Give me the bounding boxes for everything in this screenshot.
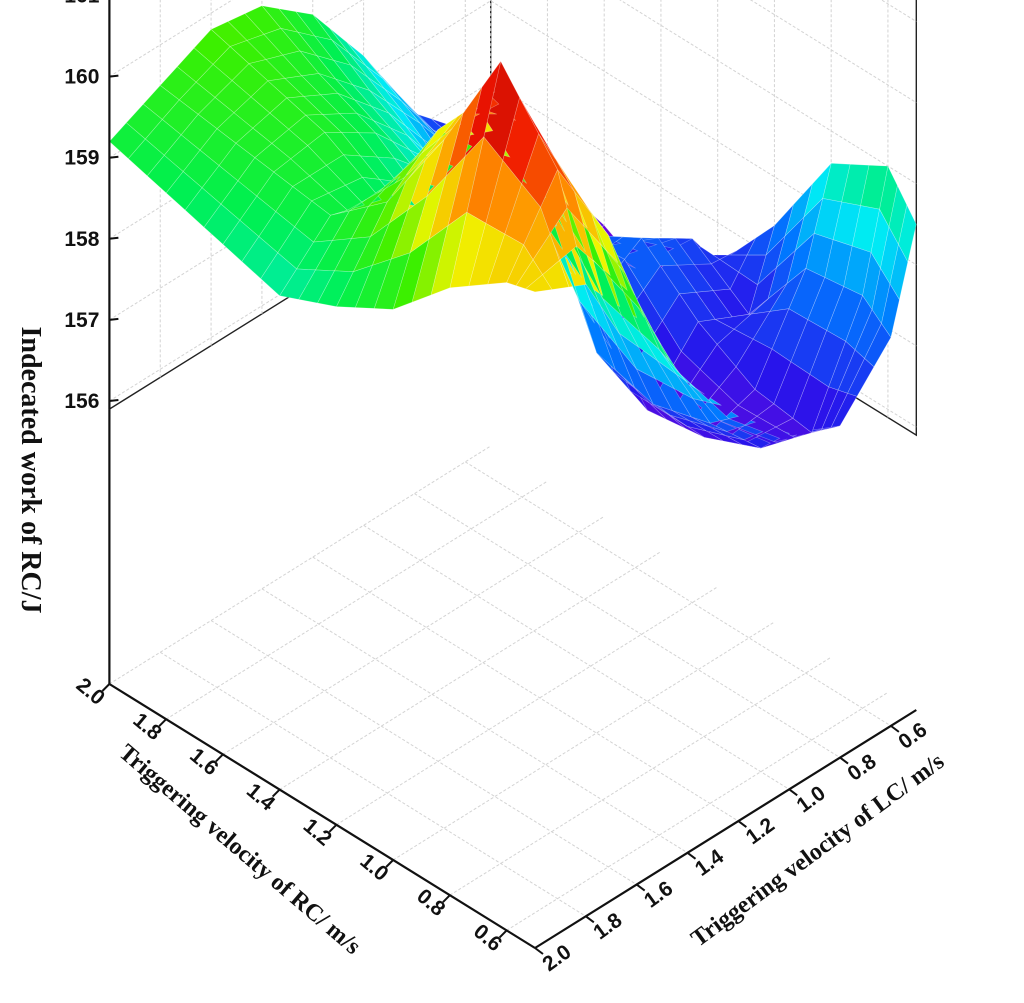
surface-patch xyxy=(506,244,534,286)
y-tick xyxy=(839,756,849,765)
z-tick xyxy=(109,155,119,159)
x-tick xyxy=(215,753,224,763)
surface-patch xyxy=(146,154,184,194)
y-axis-label: Triggering velocity of LC/ m/s xyxy=(687,748,950,952)
grid-line xyxy=(449,656,832,896)
z-tick xyxy=(109,236,119,240)
x-tick-label: 1.2 xyxy=(299,814,336,850)
grid-line xyxy=(210,620,637,885)
y-tick xyxy=(737,820,747,828)
grid-line xyxy=(261,588,688,854)
x-tick-label: 1.4 xyxy=(242,779,279,816)
grid-line xyxy=(159,651,587,917)
surface-patch xyxy=(449,211,487,289)
y-tick xyxy=(636,883,646,892)
x-axis-label: Triggering velocity of RC/ m/s xyxy=(114,740,366,960)
grid-line xyxy=(279,551,662,791)
x-tick-label: 2.0 xyxy=(72,673,109,709)
grid-line xyxy=(414,493,841,759)
x-tick-label: 0.8 xyxy=(412,885,449,922)
surface-mesh xyxy=(108,5,917,449)
y-tick xyxy=(534,947,544,955)
y-tick xyxy=(686,851,697,860)
z-tick-label: 157 xyxy=(64,309,99,332)
z-tick-label: 161 xyxy=(64,0,99,8)
y-tick xyxy=(788,788,798,797)
grid-line xyxy=(165,480,548,720)
y-tick xyxy=(890,725,900,733)
surface-patch xyxy=(430,211,468,296)
z-tick xyxy=(109,317,119,321)
z-tick-label: 160 xyxy=(64,66,99,89)
grid-line xyxy=(465,461,892,727)
x-tick xyxy=(328,824,338,833)
grid-line xyxy=(109,445,491,685)
y-tick xyxy=(585,915,595,924)
surface-patch xyxy=(108,122,146,160)
y-tick-label: 2.0 xyxy=(538,940,575,976)
grid-line xyxy=(336,586,718,826)
z-tick xyxy=(109,399,119,402)
x-tick-label: 1.6 xyxy=(185,744,222,780)
z-tick-label: 156 xyxy=(64,390,99,413)
grid-line xyxy=(506,691,889,931)
z-tick-label: 159 xyxy=(64,147,99,170)
x-tick xyxy=(442,894,451,903)
grid-line xyxy=(222,515,605,755)
z-axis-label: Indecated work of RC/J xyxy=(15,327,46,614)
y-tick-label: 0.6 xyxy=(894,718,931,754)
z-tick-label: 158 xyxy=(64,228,99,251)
y-tick-label: 1.6 xyxy=(640,877,677,913)
x-tick xyxy=(271,788,281,798)
surface-patch xyxy=(515,259,543,290)
surface-patch xyxy=(127,138,165,177)
x-tick-label: 1.8 xyxy=(129,709,166,746)
y-tick-label: 1.8 xyxy=(589,908,626,944)
surface-patch xyxy=(524,274,553,293)
grid-line xyxy=(363,524,790,790)
z-tick xyxy=(109,74,119,78)
x-axis-line xyxy=(108,683,536,949)
y-tick-label: 0.8 xyxy=(843,750,880,786)
surface-patch xyxy=(165,171,203,211)
grid-line xyxy=(312,556,739,822)
x-tick xyxy=(101,683,111,692)
y-tick-label: 1.0 xyxy=(793,782,830,818)
y-tick-label: 1.4 xyxy=(691,845,728,881)
x-tick-label: 0.6 xyxy=(469,920,506,956)
x-tick-label: 1.0 xyxy=(356,849,393,885)
y-tick-label: 1.2 xyxy=(742,813,779,849)
grid-line xyxy=(392,621,775,861)
x-tick xyxy=(385,859,394,868)
x-tick xyxy=(498,929,508,939)
x-tick xyxy=(158,718,167,727)
y-axis-line xyxy=(534,709,917,949)
